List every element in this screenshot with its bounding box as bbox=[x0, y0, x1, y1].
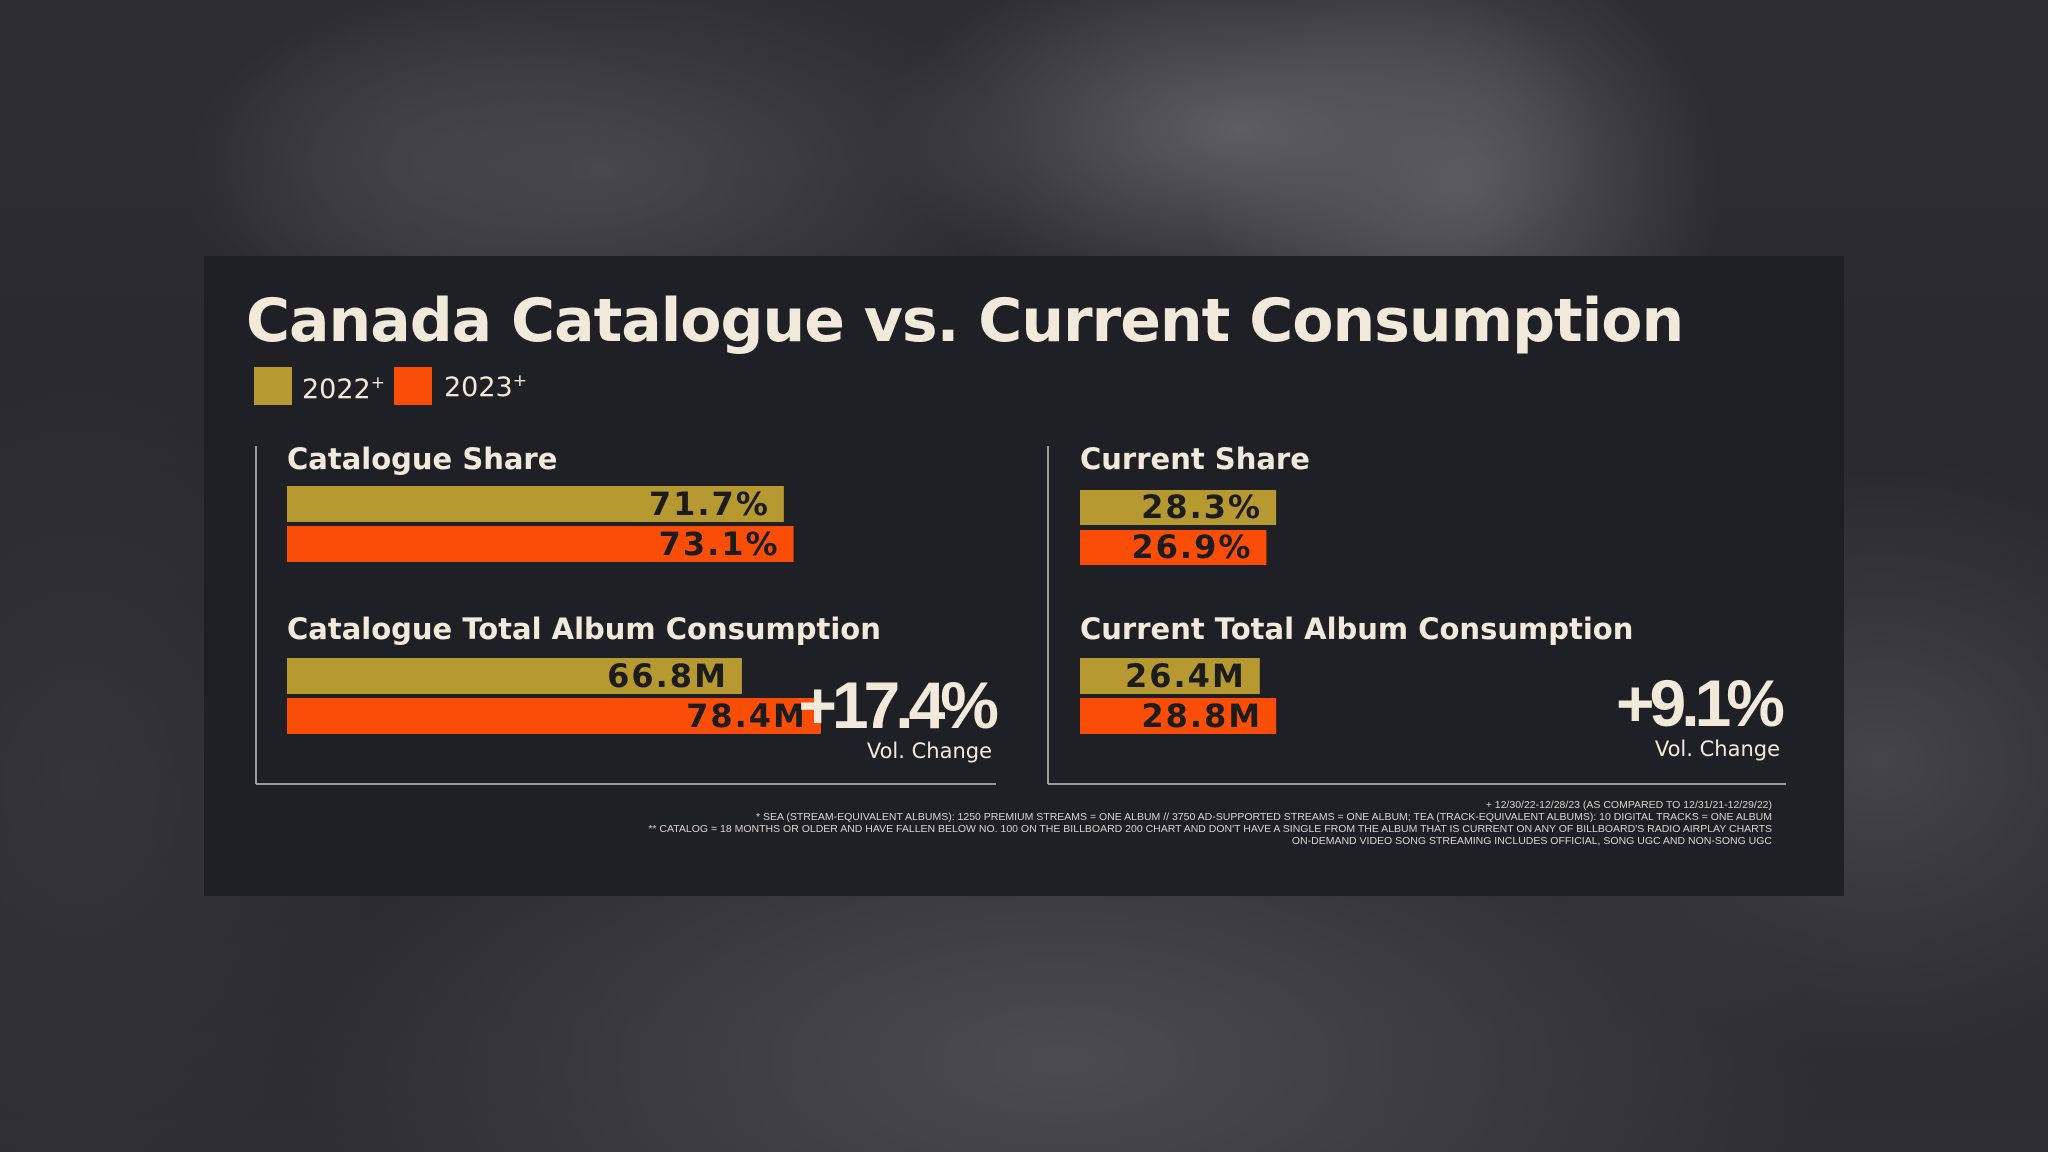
chart-title: Canada Catalogue vs. Current Consumption bbox=[246, 286, 1683, 356]
catalogue-share-bar-2022 bbox=[287, 486, 784, 522]
catalogue-share-bar-2023 bbox=[287, 526, 794, 562]
catalogue-share-label-2023: 73.1% bbox=[659, 525, 780, 563]
catalogue-consumption-title: Catalogue Total Album Consumption bbox=[287, 612, 881, 646]
current-share-label-2022: 28.3% bbox=[1141, 488, 1262, 526]
current-consumption-bar-2023 bbox=[1080, 698, 1277, 734]
current-consumption-title: Current Total Album Consumption bbox=[1080, 612, 1633, 646]
footnote-3: ** CATALOG = 18 MONTHS OR OLDER AND HAVE… bbox=[648, 823, 1772, 835]
catalogue-consumption-bar-2023 bbox=[287, 698, 821, 734]
current-consumption-label-2022: 26.4M bbox=[1125, 657, 1246, 695]
catalogue-share-label-2022: 71.7% bbox=[649, 485, 770, 523]
legend-label-2023: 2023+ bbox=[444, 371, 527, 403]
current-share-bar-2023 bbox=[1080, 530, 1267, 565]
legend-label-2022: 2022+ bbox=[302, 373, 385, 405]
catalogue-share-title: Catalogue Share bbox=[287, 442, 557, 476]
footnote-2: * SEA (STREAM-EQUIVALENT ALBUMS): 1250 P… bbox=[756, 811, 1772, 823]
chart-svg: Canada Catalogue vs. Current Consumption… bbox=[246, 286, 1788, 847]
chart-panel: Canada Catalogue vs. Current Consumption… bbox=[204, 256, 1844, 896]
catalogue-consumption-bar-2022 bbox=[287, 658, 742, 694]
legend-swatch-2023 bbox=[394, 367, 432, 405]
legend: 2022+ 2023+ bbox=[254, 367, 527, 405]
current-consumption-bar-2022 bbox=[1080, 658, 1260, 694]
footnote-4: ON-DEMAND VIDEO SONG STREAMING INCLUDES … bbox=[1292, 835, 1773, 847]
catalogue-consumption-label-2023: 78.4M bbox=[686, 697, 807, 735]
current-consumption-label-2023: 28.8M bbox=[1141, 697, 1262, 735]
current-share-bar-2022 bbox=[1080, 490, 1277, 525]
current-share-label-2023: 26.9% bbox=[1131, 528, 1252, 566]
legend-swatch-2022 bbox=[254, 367, 292, 405]
catalogue-consumption-label-2022: 66.8M bbox=[607, 657, 728, 695]
current-vol-change-caption: Vol. Change bbox=[1655, 737, 1780, 761]
footnotes: + 12/30/22-12/28/23 (AS COMPARED TO 12/3… bbox=[648, 799, 1772, 847]
current-vol-change-value: +9.1% bbox=[1616, 666, 1783, 740]
footnote-1: + 12/30/22-12/28/23 (AS COMPARED TO 12/3… bbox=[1486, 799, 1772, 811]
current-share-title: Current Share bbox=[1080, 442, 1310, 476]
catalogue-vol-change-value: +17.4% bbox=[798, 668, 997, 742]
catalogue-vol-change-caption: Vol. Change bbox=[867, 739, 992, 763]
